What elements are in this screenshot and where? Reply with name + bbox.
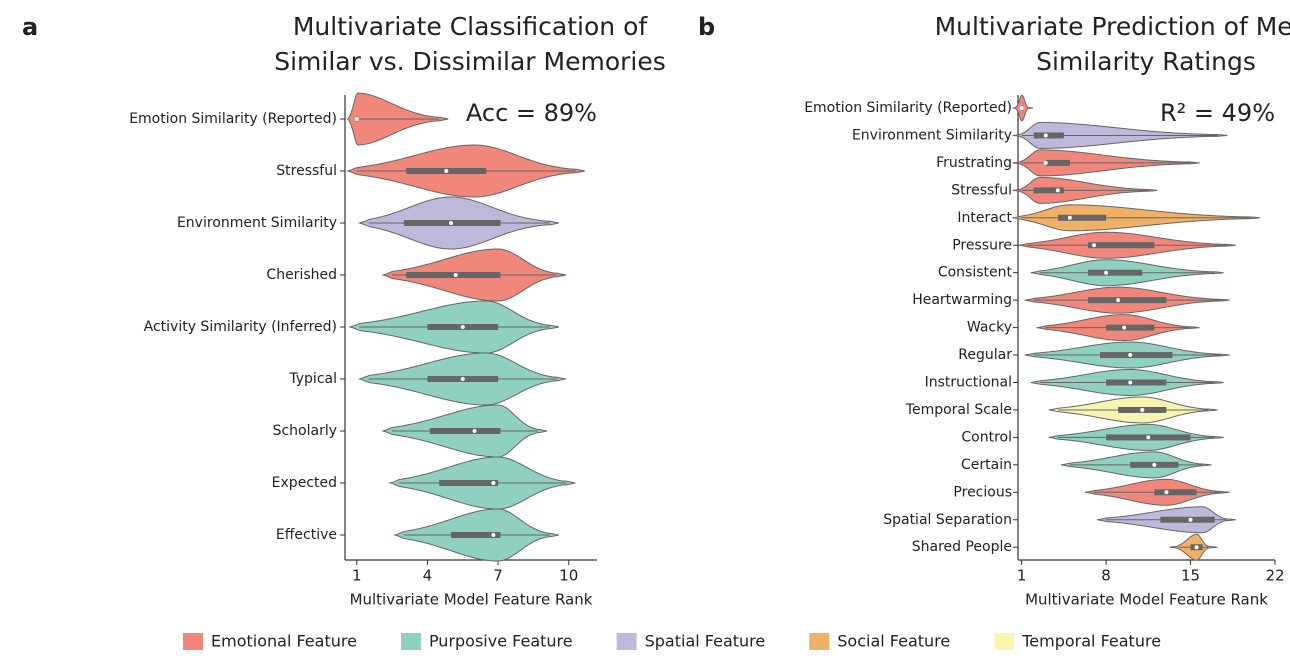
panel-label: a xyxy=(22,13,38,41)
chart-title: Similar vs. Dissimilar Memories xyxy=(274,47,666,76)
category-label: Typical xyxy=(288,371,337,387)
box xyxy=(1106,379,1167,386)
median xyxy=(1152,462,1157,467)
category-label: Cherished xyxy=(266,267,337,283)
median xyxy=(444,169,449,173)
box xyxy=(1045,159,1070,166)
median xyxy=(1188,517,1193,522)
box xyxy=(1033,187,1064,194)
category-label: Effective xyxy=(276,527,337,543)
category-label: Shared People xyxy=(912,539,1012,555)
category-label: Certain xyxy=(961,457,1012,473)
panel-label: b xyxy=(698,13,715,41)
category-label: Environment Similarity xyxy=(852,127,1012,143)
category-label: Heartwarming xyxy=(912,292,1012,308)
category-label: Pressure xyxy=(952,237,1012,253)
median xyxy=(448,221,453,225)
median xyxy=(1116,298,1121,303)
x-axis-label: Multivariate Model Feature Rank xyxy=(350,591,593,609)
legend-label: Social Feature xyxy=(837,632,950,651)
category-label: Consistent xyxy=(938,265,1013,281)
legend-swatch xyxy=(183,633,203,650)
x-tick-label: 1 xyxy=(1017,567,1027,585)
median xyxy=(460,325,465,329)
x-tick-label: 10 xyxy=(559,567,578,585)
x-tick-label: 1 xyxy=(352,567,362,585)
box xyxy=(1160,516,1215,523)
category-label: Temporal Scale xyxy=(905,402,1012,418)
chart-title: Multivariate Classification of xyxy=(293,12,649,41)
x-tick-label: 7 xyxy=(493,567,503,585)
legend-swatch xyxy=(400,633,421,650)
legend-swatch xyxy=(616,633,637,650)
category-label: Scholarly xyxy=(273,423,337,439)
category-label: Stressful xyxy=(951,182,1012,198)
box xyxy=(1033,132,1064,139)
x-axis-label: Multivariate Model Feature Rank xyxy=(1025,591,1268,609)
median xyxy=(1140,407,1145,412)
x-tick-label: 4 xyxy=(423,567,433,585)
median xyxy=(453,273,458,277)
box xyxy=(1154,489,1197,496)
chart-title: Multivariate Prediction of Memory xyxy=(935,12,1290,41)
median xyxy=(1092,243,1097,248)
category-label: Frustrating xyxy=(936,155,1012,171)
median xyxy=(460,377,465,381)
legend-label: Emotional Feature xyxy=(211,632,357,651)
category-label: Expected xyxy=(272,475,337,491)
legend-label: Temporal Feature xyxy=(1021,632,1161,651)
median xyxy=(1104,270,1109,275)
median xyxy=(491,481,496,485)
category-label: Control xyxy=(961,429,1012,445)
legend-label: Purposive Feature xyxy=(429,632,573,651)
median xyxy=(1067,215,1072,220)
legend-swatch xyxy=(809,633,830,650)
median xyxy=(1055,188,1060,193)
category-label: Spatial Separation xyxy=(883,512,1012,528)
median xyxy=(472,429,477,433)
category-label: Environment Similarity xyxy=(177,215,337,231)
box xyxy=(439,480,499,486)
legend-swatch xyxy=(994,633,1015,650)
annotation: R² = 49% xyxy=(1160,99,1275,127)
x-tick-label: 22 xyxy=(1265,567,1284,585)
category-label: Instructional xyxy=(925,375,1012,391)
category-label: Activity Similarity (Inferred) xyxy=(144,319,337,335)
category-label: Precious xyxy=(953,484,1012,500)
box xyxy=(1087,297,1167,304)
median xyxy=(1164,490,1169,495)
box xyxy=(1087,242,1155,249)
category-label: Regular xyxy=(958,347,1012,363)
median xyxy=(1194,545,1199,550)
category-label: Stressful xyxy=(276,163,337,179)
box xyxy=(1087,269,1143,276)
median xyxy=(1128,380,1133,385)
category-label: Emotion Similarity (Reported) xyxy=(129,111,337,127)
box xyxy=(1057,214,1107,221)
box xyxy=(429,428,501,434)
box xyxy=(450,532,501,538)
box xyxy=(406,272,501,278)
median xyxy=(1128,353,1133,358)
box xyxy=(1106,324,1155,331)
category-label: Wacky xyxy=(967,320,1012,336)
x-tick-label: 15 xyxy=(1181,567,1200,585)
category-label: Emotion Similarity (Reported) xyxy=(804,100,1012,116)
median xyxy=(1043,133,1048,138)
median xyxy=(1146,435,1151,440)
annotation: Acc = 89% xyxy=(466,99,597,127)
median xyxy=(354,117,359,121)
median xyxy=(1043,160,1048,165)
median xyxy=(491,533,496,537)
chart-title: Similarity Ratings xyxy=(1036,47,1256,76)
median xyxy=(1019,106,1024,110)
box xyxy=(1100,352,1173,359)
legend-label: Spatial Feature xyxy=(645,632,766,651)
x-tick-label: 8 xyxy=(1101,567,1111,585)
median xyxy=(1122,325,1127,330)
category-label: Interact xyxy=(957,210,1012,226)
